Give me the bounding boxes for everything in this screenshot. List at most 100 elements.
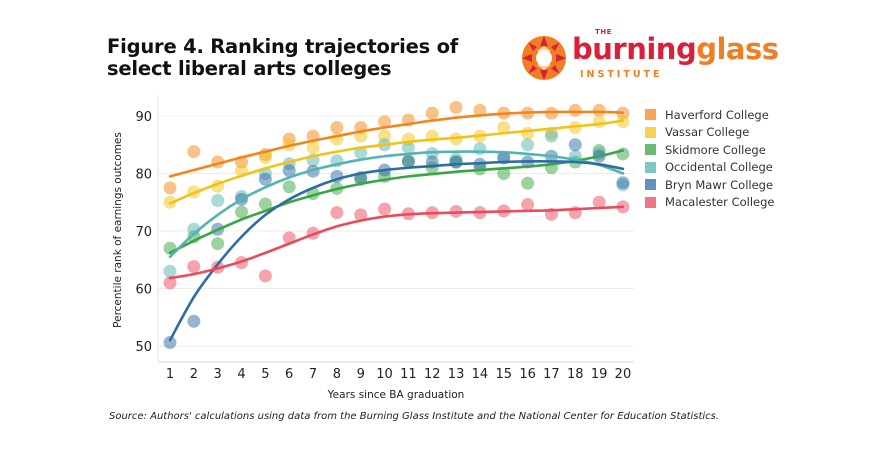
data-point	[258, 269, 272, 283]
data-point	[568, 103, 582, 117]
y-axis-title: Percentile rank of earnings outcomes	[112, 132, 124, 328]
data-point	[282, 180, 296, 194]
legend-label: Haverford College	[665, 107, 769, 122]
x-tick-label: 6	[285, 367, 293, 382]
data-point	[258, 150, 272, 164]
logo-institute: INSTITUTE	[580, 69, 663, 80]
data-point	[497, 167, 511, 180]
axes	[157, 95, 634, 363]
y-tick-label: 60	[135, 283, 152, 298]
legend-item: Occidental College	[645, 159, 774, 177]
data-point	[521, 126, 535, 140]
data-point	[163, 336, 177, 350]
data-point	[568, 138, 582, 152]
data-point	[235, 205, 249, 219]
legend-item: Bryn Mawr College	[645, 176, 774, 194]
data-point	[521, 176, 535, 190]
legend-label: Bryn Mawr College	[665, 177, 774, 192]
x-tick-label: 4	[237, 367, 245, 382]
trend-lines	[168, 110, 625, 342]
data-point	[258, 172, 272, 186]
legend-label: Vassar College	[665, 125, 750, 140]
trend-line	[168, 149, 625, 255]
data-point	[401, 141, 415, 155]
data-point	[187, 314, 201, 328]
x-tick-label: 9	[357, 367, 365, 382]
trend-line	[168, 110, 625, 178]
x-tick-label: 11	[400, 367, 417, 382]
data-point	[449, 155, 463, 169]
x-tick-label: 2	[190, 367, 198, 382]
chart-legend: Haverford College Vassar College Skidmore …	[645, 106, 774, 211]
data-point	[258, 197, 272, 211]
x-tick-label: 3	[214, 367, 222, 382]
x-tick-label: 18	[567, 367, 584, 382]
data-point	[378, 202, 392, 216]
gridlines	[158, 115, 634, 347]
legend-item: Macalester College	[645, 194, 774, 212]
data-point	[354, 208, 368, 222]
trend-line	[168, 205, 625, 280]
data-point	[354, 146, 368, 160]
y-tick-label: 70	[135, 225, 152, 240]
x-tick-label: 5	[261, 367, 269, 382]
x-tick-label: 19	[591, 367, 608, 382]
x-tick-label: 7	[309, 367, 317, 382]
data-point	[592, 195, 606, 209]
legend-swatch-icon	[645, 109, 656, 121]
legend-swatch-icon	[645, 196, 656, 208]
data-point	[592, 103, 606, 117]
x-tick-label: 16	[519, 367, 536, 382]
y-tick-label: 90	[135, 110, 152, 125]
data-point	[163, 181, 177, 195]
data-point	[616, 176, 630, 190]
legend-item: Skidmore College	[645, 141, 774, 159]
legend-label: Macalester College	[665, 195, 775, 210]
figure-title: Figure 4. Ranking trajectories of select…	[107, 35, 459, 80]
legend-item: Vassar College	[645, 124, 774, 142]
legend-label: Skidmore College	[665, 142, 766, 157]
y-tick-label: 50	[135, 340, 152, 355]
data-point	[521, 198, 535, 212]
trend-line	[168, 160, 625, 342]
data-point	[401, 154, 415, 168]
data-point	[187, 260, 201, 274]
data-point	[378, 115, 392, 129]
data-point	[211, 194, 225, 208]
x-tick-label: 20	[615, 367, 632, 382]
x-tick-label: 14	[472, 367, 489, 382]
x-tick-label: 12	[424, 367, 441, 382]
logo-the: THE	[595, 28, 612, 36]
legend-swatch-icon	[645, 144, 656, 156]
x-tick-label: 15	[495, 367, 512, 382]
legend-item: Haverford College	[645, 106, 774, 124]
data-point	[330, 121, 344, 134]
data-point	[211, 237, 225, 251]
data-point	[473, 142, 487, 156]
x-tick-label: 13	[448, 367, 465, 382]
source-note: Source: Authors' calculations using data…	[109, 411, 720, 422]
data-point	[497, 121, 511, 134]
burning-glass-logo: THE burningglass INSTITUTE	[520, 28, 779, 84]
data-point	[544, 129, 558, 143]
sunburst-logo-icon	[522, 36, 566, 80]
legend-label: Occidental College	[665, 160, 773, 175]
data-points	[163, 100, 630, 350]
legend-swatch-icon	[645, 126, 656, 138]
x-axis-title: Years since BA graduation	[327, 389, 465, 401]
trend-line	[168, 119, 625, 205]
legend-swatch-icon	[645, 179, 656, 191]
data-point	[282, 164, 296, 178]
data-point	[425, 106, 439, 120]
data-point	[306, 141, 320, 155]
trend-line	[168, 150, 625, 259]
data-point	[163, 264, 177, 278]
data-point	[330, 206, 344, 220]
data-point	[449, 100, 463, 114]
legend-swatch-icon	[645, 161, 656, 173]
y-tick-label: 80	[135, 168, 152, 183]
data-point	[163, 276, 177, 290]
logo-wordmark: burningglass	[572, 32, 779, 66]
